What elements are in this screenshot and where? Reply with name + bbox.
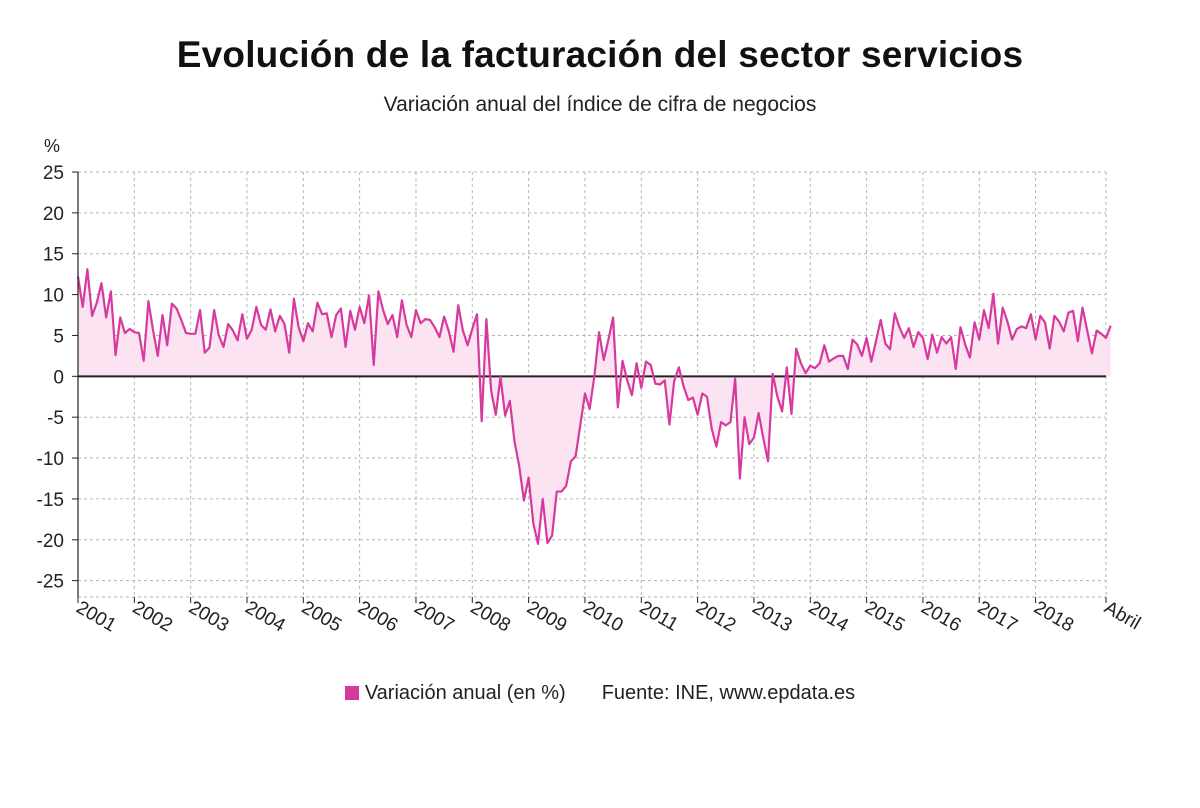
- source-label: Fuente: INE, www.epdata.es: [601, 682, 856, 704]
- x-tick-label: 2001: [73, 597, 120, 636]
- y-tick-label: 10: [43, 286, 64, 307]
- x-tick-label: 2014: [805, 597, 852, 637]
- x-tick-label: 2013: [748, 597, 795, 636]
- x-tick-label: 2010: [579, 597, 626, 636]
- x-tick-label: 2005: [298, 597, 345, 636]
- axes: [72, 171, 1107, 603]
- series-line: [76, 268, 1112, 545]
- y-tick-label: -5: [47, 408, 64, 429]
- x-tick-label: 2012: [692, 597, 739, 636]
- area-fill: [78, 269, 1111, 544]
- x-tick-label: 2006: [354, 597, 401, 636]
- x-tick-label: Abril: [1101, 597, 1144, 634]
- y-axis-label: %: [44, 136, 60, 156]
- legend: Variación anual (en %) Fuente: INE, www.e…: [0, 682, 1200, 705]
- legend-swatch: [344, 686, 359, 700]
- chart-title: Evolución de la facturación del sector s…: [176, 34, 1024, 75]
- x-tick-label: 2004: [241, 597, 288, 637]
- x-tick-label: 2011: [636, 597, 682, 636]
- x-tick-label: 2018: [1030, 597, 1077, 636]
- legend-series-label: Variación anual (en %): [364, 682, 566, 704]
- y-tick-label: -20: [37, 531, 64, 552]
- x-tick-label: 2002: [129, 597, 176, 636]
- x-tick-label: 2017: [974, 597, 1021, 636]
- y-tick-label: -25: [37, 572, 64, 593]
- y-tick-label: 20: [43, 204, 64, 225]
- y-tick-label: -10: [37, 449, 64, 470]
- x-tick-label: 2008: [467, 597, 514, 636]
- y-tick-label: 5: [53, 326, 64, 347]
- y-tick-labels: 25 20 15 10 5 0 -5 -10 -15 -20 -25: [37, 163, 64, 593]
- y-tick-label: 15: [43, 245, 64, 266]
- y-tick-label: 0: [53, 367, 64, 388]
- x-tick-label: 2009: [523, 597, 570, 636]
- x-tick-labels: 2001 2002 2003 2004 2005 2006 2007 2008 2009 2010…: [73, 597, 1144, 637]
- x-tick-label: 2007: [410, 597, 457, 636]
- x-tick-label: 2016: [917, 597, 964, 636]
- chart-subtitle: Variación anual del índice de cifra de n…: [383, 93, 817, 116]
- x-tick-label: 2003: [185, 597, 232, 636]
- y-tick-label: 25: [43, 163, 64, 184]
- y-tick-label: -15: [37, 490, 64, 511]
- series-line-layer: [76, 268, 1112, 545]
- series-area: [78, 269, 1111, 544]
- x-tick-label: 2015: [861, 597, 908, 636]
